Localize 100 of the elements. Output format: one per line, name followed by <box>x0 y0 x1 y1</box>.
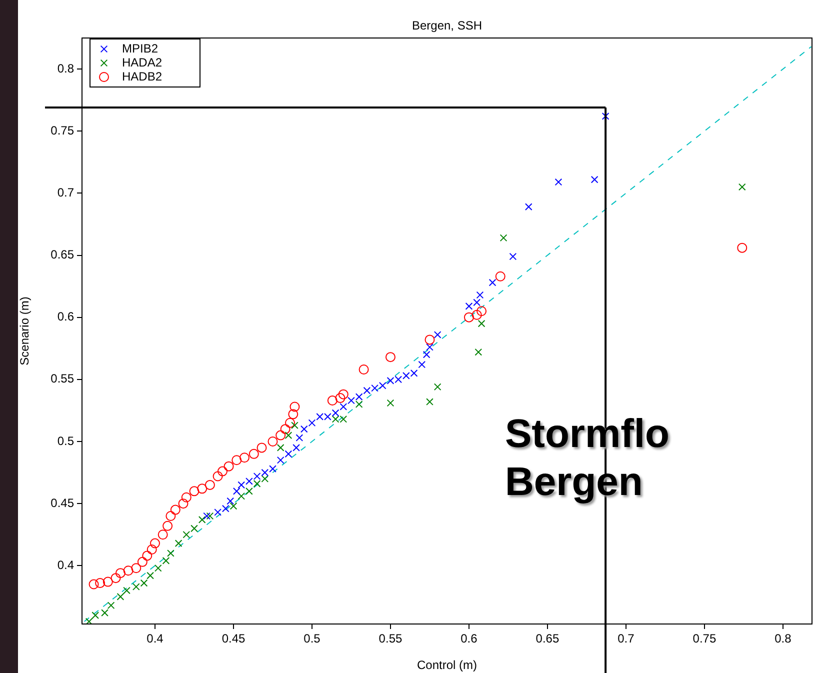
legend-label: MPIB2 <box>122 41 158 56</box>
point <box>500 234 508 242</box>
point <box>276 430 286 440</box>
x-tick-label: 0.4 <box>146 632 164 646</box>
point <box>332 409 340 417</box>
point <box>238 492 246 500</box>
x-tick-label: 0.7 <box>618 632 635 646</box>
point <box>256 442 267 453</box>
point <box>358 364 369 374</box>
point <box>253 480 261 488</box>
x-tick-label: 0.45 <box>222 632 246 646</box>
point <box>146 572 154 580</box>
point <box>394 376 402 384</box>
point <box>335 393 346 404</box>
point <box>95 578 106 588</box>
point <box>473 298 481 306</box>
point <box>316 412 324 420</box>
point <box>162 520 173 531</box>
point <box>371 384 378 392</box>
point <box>355 393 363 400</box>
point <box>261 468 269 476</box>
y-tick-label: 0.65 <box>50 248 74 262</box>
legend-label: HADA2 <box>122 55 162 70</box>
point <box>332 415 340 423</box>
point <box>137 556 148 567</box>
point <box>386 399 394 407</box>
y-tick-label: 0.4 <box>57 558 74 572</box>
point <box>474 348 482 356</box>
point <box>102 576 113 587</box>
point <box>246 478 253 485</box>
point <box>288 409 298 420</box>
point <box>363 386 371 394</box>
point <box>232 487 240 495</box>
point <box>182 530 190 538</box>
point <box>167 550 174 557</box>
point <box>85 618 93 624</box>
point <box>476 306 487 316</box>
point <box>434 383 442 391</box>
point <box>146 544 157 555</box>
point <box>158 530 168 540</box>
point <box>402 372 410 380</box>
x-tick-label: 0.75 <box>692 632 716 646</box>
point <box>426 343 434 351</box>
point <box>142 550 152 561</box>
point <box>290 402 300 412</box>
x-tick-label: 0.8 <box>774 632 792 646</box>
point <box>174 540 182 547</box>
point <box>166 510 176 521</box>
point <box>327 396 338 406</box>
point <box>340 403 348 410</box>
point <box>189 486 200 496</box>
point <box>88 579 99 590</box>
point <box>300 425 308 433</box>
point <box>280 424 290 434</box>
point <box>276 444 284 452</box>
point <box>222 504 230 512</box>
point <box>291 422 298 430</box>
point <box>590 176 598 184</box>
point <box>115 568 126 578</box>
point <box>386 376 394 384</box>
point <box>212 471 223 482</box>
point <box>204 480 215 490</box>
y-tick-label: 0.7 <box>57 186 74 200</box>
point <box>268 436 278 446</box>
point <box>224 461 234 472</box>
point <box>214 508 222 516</box>
point <box>292 444 300 452</box>
point <box>509 252 517 260</box>
point <box>738 183 746 191</box>
point <box>495 271 506 282</box>
point <box>422 350 430 358</box>
point <box>110 573 121 584</box>
point <box>472 310 482 320</box>
point <box>132 583 140 590</box>
point <box>198 516 206 524</box>
point <box>206 512 214 520</box>
point <box>602 112 610 120</box>
point <box>131 563 142 574</box>
x-tick-label: 0.5 <box>304 632 321 646</box>
point <box>154 564 162 572</box>
y-tick-label: 0.45 <box>50 496 74 510</box>
point <box>123 586 130 594</box>
point <box>554 178 562 186</box>
point <box>424 334 435 345</box>
point <box>284 432 292 439</box>
point <box>476 291 484 299</box>
point <box>488 278 496 286</box>
point <box>253 472 261 480</box>
point <box>116 593 124 600</box>
point <box>178 498 188 509</box>
point <box>230 502 238 510</box>
point <box>140 579 148 587</box>
point <box>107 602 115 610</box>
point <box>308 419 316 427</box>
point <box>426 398 434 406</box>
x-tick-label: 0.55 <box>378 632 402 646</box>
point <box>269 465 276 472</box>
y-axis-title: Scenario (m) <box>18 296 32 366</box>
point <box>338 389 348 400</box>
point <box>232 455 242 466</box>
